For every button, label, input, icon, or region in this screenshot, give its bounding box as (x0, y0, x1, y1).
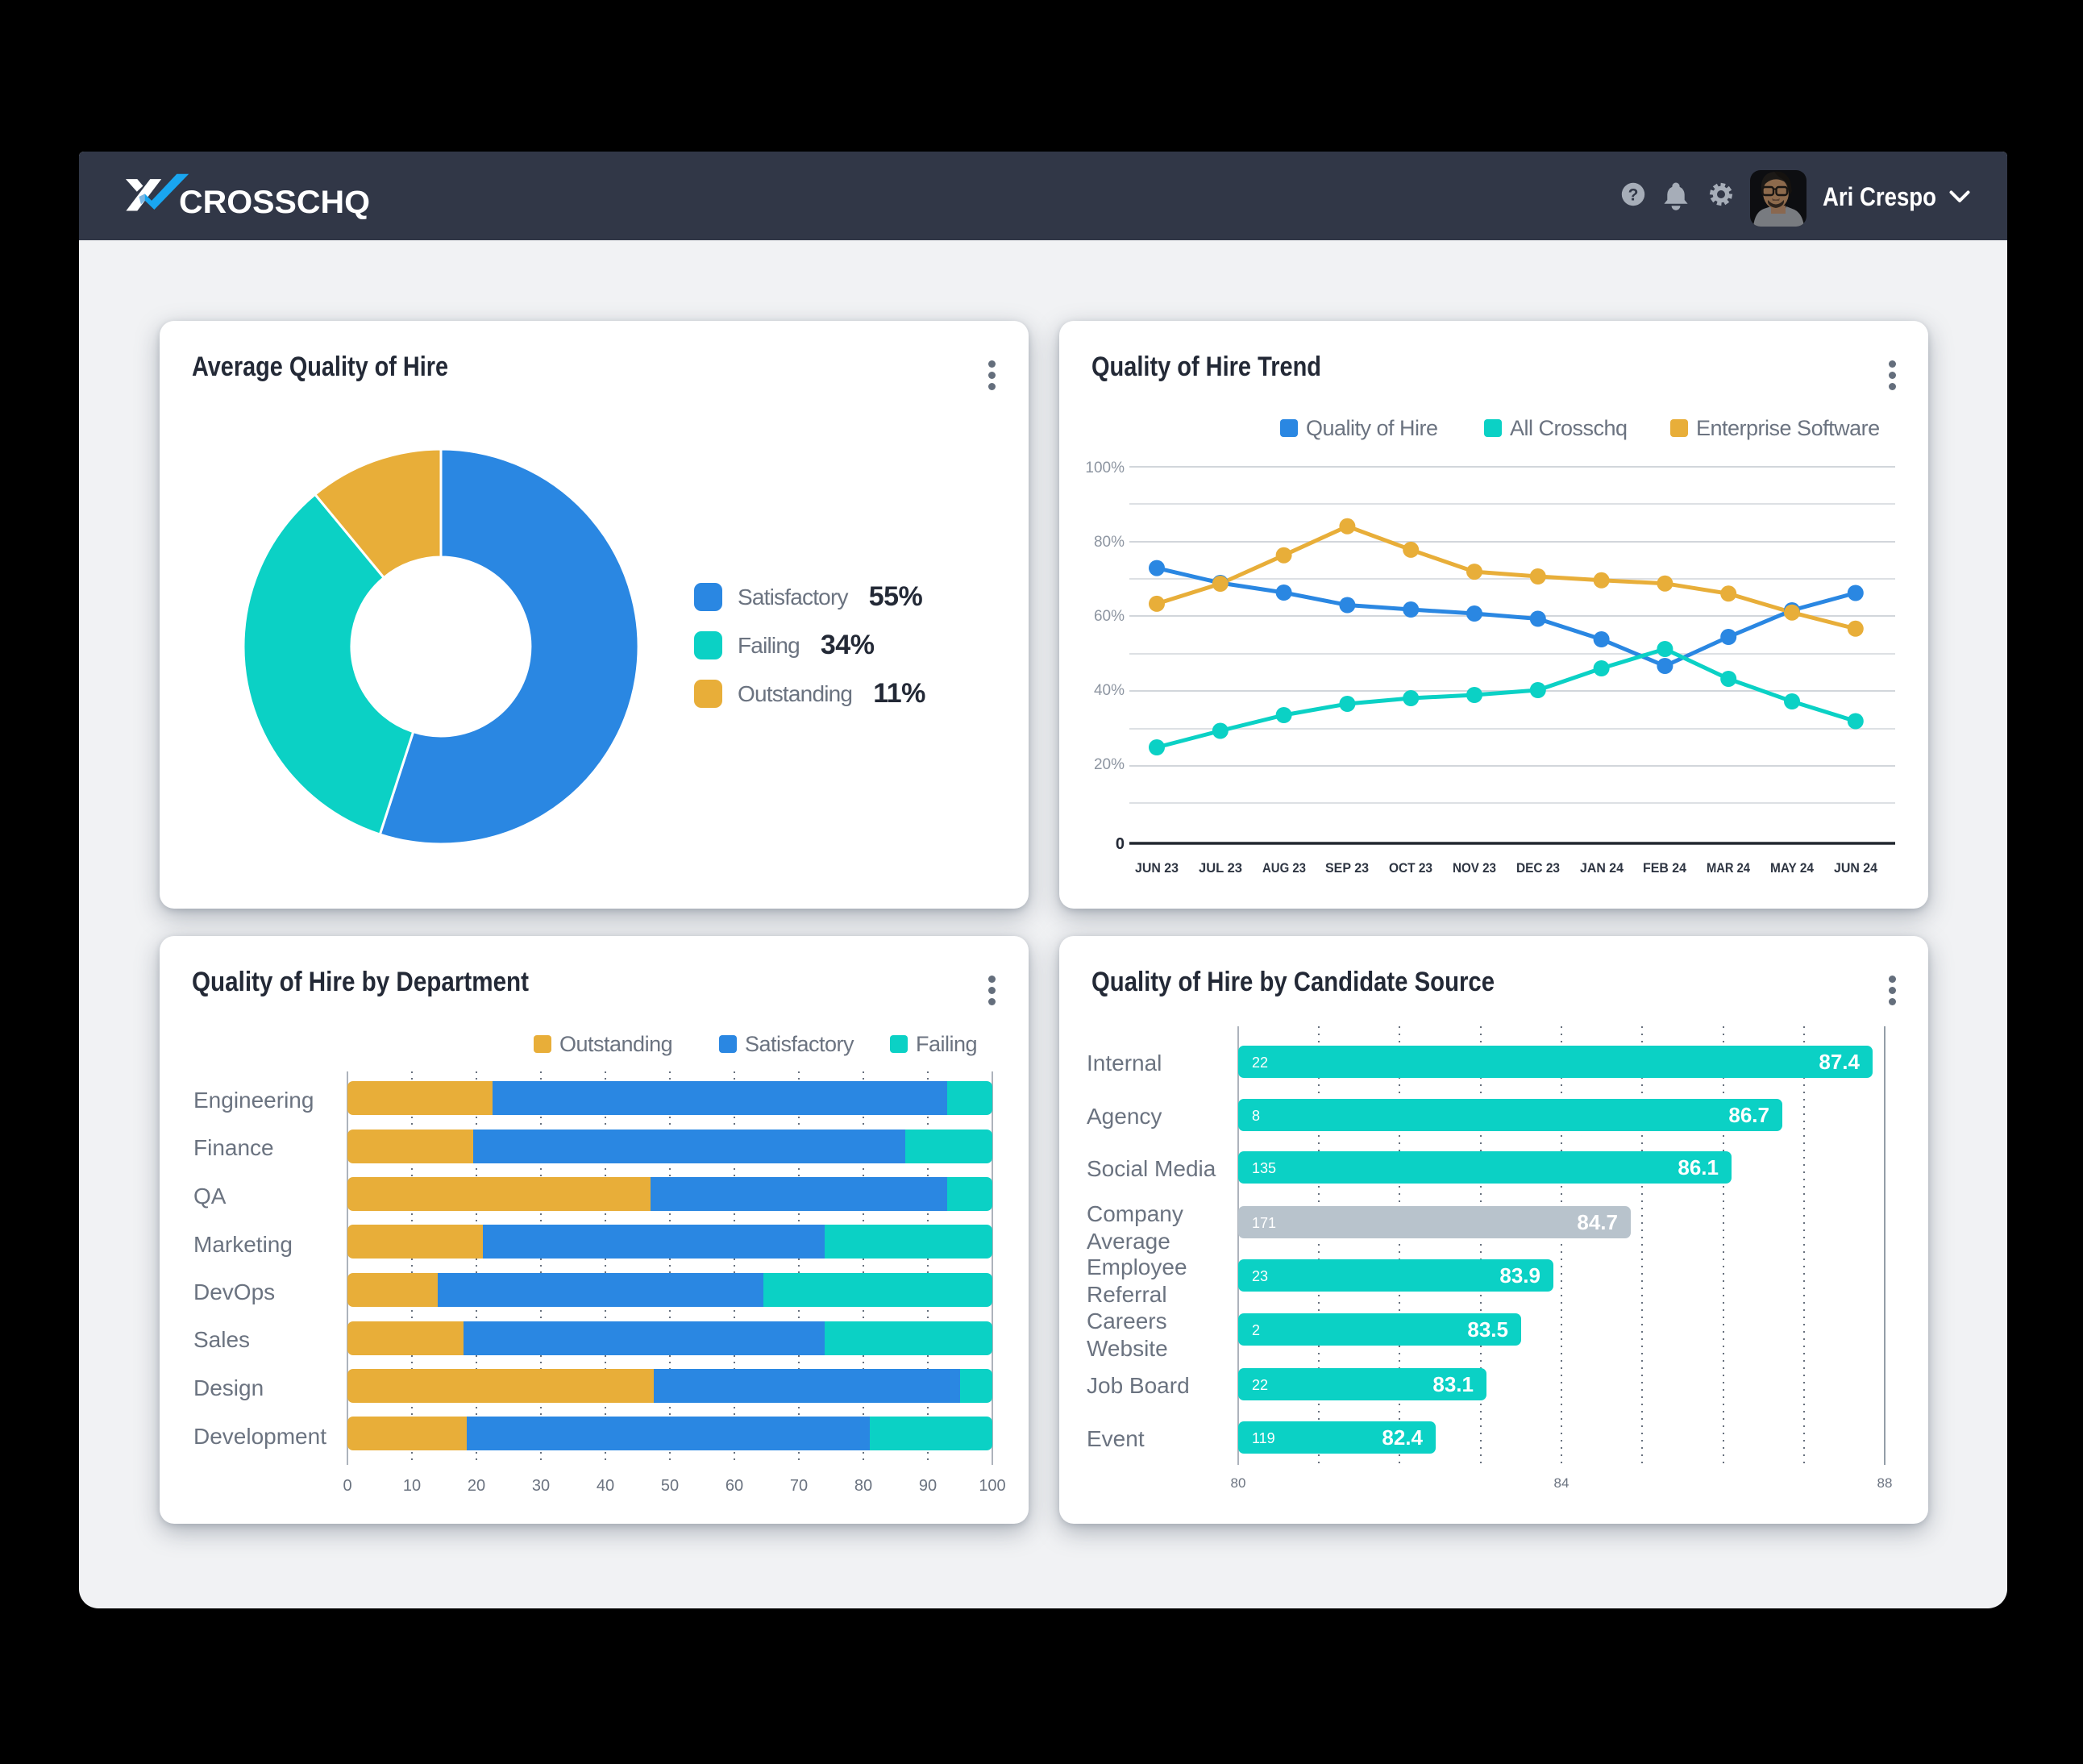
svg-text:83.9: 83.9 (1499, 1263, 1540, 1288)
svg-text:OCT 23: OCT 23 (1389, 860, 1432, 876)
svg-text:87.4: 87.4 (1819, 1050, 1860, 1074)
svg-text:Employee: Employee (1087, 1254, 1187, 1279)
svg-text:40%: 40% (1094, 682, 1125, 699)
svg-text:Quality of Hire by Department: Quality of Hire by Department (192, 967, 529, 997)
svg-text:0: 0 (1116, 835, 1125, 853)
svg-text:MAR 24: MAR 24 (1707, 860, 1750, 876)
svg-text:82.4: 82.4 (1382, 1425, 1423, 1450)
svg-text:JUN 23: JUN 23 (1135, 860, 1179, 876)
svg-text:135: 135 (1252, 1160, 1276, 1176)
svg-text:80: 80 (1231, 1475, 1246, 1491)
svg-text:20: 20 (468, 1477, 485, 1495)
svg-text:90: 90 (919, 1477, 937, 1495)
svg-text:Social Media: Social Media (1087, 1156, 1216, 1181)
svg-text:FEB 24: FEB 24 (1643, 860, 1687, 876)
svg-text:70: 70 (790, 1477, 808, 1495)
svg-text:JAN 24: JAN 24 (1580, 860, 1624, 876)
svg-text:JUN 24: JUN 24 (1834, 860, 1878, 876)
svg-text:Sales: Sales (193, 1327, 250, 1352)
svg-text:Job Board: Job Board (1087, 1373, 1190, 1398)
svg-text:0: 0 (343, 1477, 351, 1495)
svg-text:Referral: Referral (1087, 1282, 1167, 1307)
svg-text:NOV 23: NOV 23 (1453, 860, 1496, 876)
svg-text:Average: Average (1087, 1229, 1170, 1254)
svg-text:84: 84 (1554, 1475, 1570, 1491)
svg-text:Event: Event (1087, 1426, 1145, 1451)
svg-text:Marketing: Marketing (193, 1232, 293, 1257)
svg-text:80%: 80% (1094, 534, 1125, 551)
svg-text:CROSSCHQ: CROSSCHQ (179, 185, 370, 220)
svg-text:2: 2 (1252, 1322, 1260, 1338)
svg-text:JUL 23: JUL 23 (1199, 860, 1242, 876)
svg-text:40: 40 (597, 1477, 614, 1495)
svg-text:119: 119 (1252, 1430, 1275, 1446)
svg-text:Average Quality of Hire: Average Quality of Hire (192, 352, 448, 382)
svg-text:Design: Design (193, 1375, 264, 1400)
svg-text:86.1: 86.1 (1678, 1155, 1719, 1179)
svg-text:Ari Crespo: Ari Crespo (1823, 182, 1936, 211)
svg-text:30: 30 (532, 1477, 550, 1495)
svg-text:100%: 100% (1085, 460, 1125, 476)
svg-text:Finance: Finance (193, 1135, 274, 1160)
svg-text:60%: 60% (1094, 608, 1125, 625)
svg-text:Careers: Careers (1087, 1308, 1167, 1333)
svg-text:23: 23 (1252, 1268, 1268, 1284)
svg-text:50: 50 (661, 1477, 679, 1495)
svg-text:DevOps: DevOps (193, 1279, 275, 1304)
svg-text:Quality of Hire by Candidate S: Quality of Hire by Candidate Source (1091, 967, 1495, 997)
svg-text:80: 80 (854, 1477, 872, 1495)
svg-text:?: ? (1628, 186, 1639, 205)
svg-text:100: 100 (979, 1477, 1005, 1495)
svg-text:88: 88 (1877, 1475, 1893, 1491)
svg-text:Internal: Internal (1087, 1050, 1162, 1075)
svg-text:83.5: 83.5 (1467, 1317, 1508, 1342)
svg-text:SEP 23: SEP 23 (1325, 860, 1369, 876)
svg-text:Quality of Hire Trend: Quality of Hire Trend (1091, 352, 1321, 382)
svg-text:83.1: 83.1 (1432, 1372, 1474, 1396)
svg-text:DEC 23: DEC 23 (1516, 860, 1560, 876)
svg-text:Engineering: Engineering (193, 1088, 314, 1113)
svg-text:MAY 24: MAY 24 (1770, 860, 1814, 876)
svg-text:60: 60 (726, 1477, 743, 1495)
svg-text:Company: Company (1087, 1201, 1183, 1226)
svg-text:20%: 20% (1094, 756, 1125, 773)
svg-text:86.7: 86.7 (1728, 1103, 1769, 1127)
svg-text:Development: Development (193, 1424, 326, 1449)
svg-text:8: 8 (1252, 1108, 1260, 1124)
svg-text:22: 22 (1252, 1377, 1268, 1393)
svg-text:QA: QA (193, 1184, 227, 1209)
svg-text:Agency: Agency (1087, 1104, 1162, 1129)
svg-text:22: 22 (1252, 1055, 1268, 1071)
svg-text:84.7: 84.7 (1577, 1210, 1618, 1234)
svg-text:Website: Website (1087, 1336, 1168, 1361)
svg-text:10: 10 (403, 1477, 421, 1495)
svg-text:AUG 23: AUG 23 (1262, 860, 1306, 876)
svg-text:171: 171 (1252, 1215, 1276, 1231)
